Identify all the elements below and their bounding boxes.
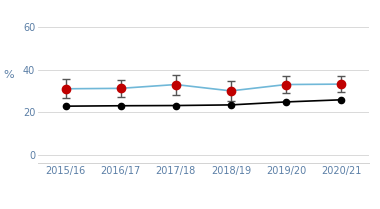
Text: %: %	[3, 70, 14, 80]
